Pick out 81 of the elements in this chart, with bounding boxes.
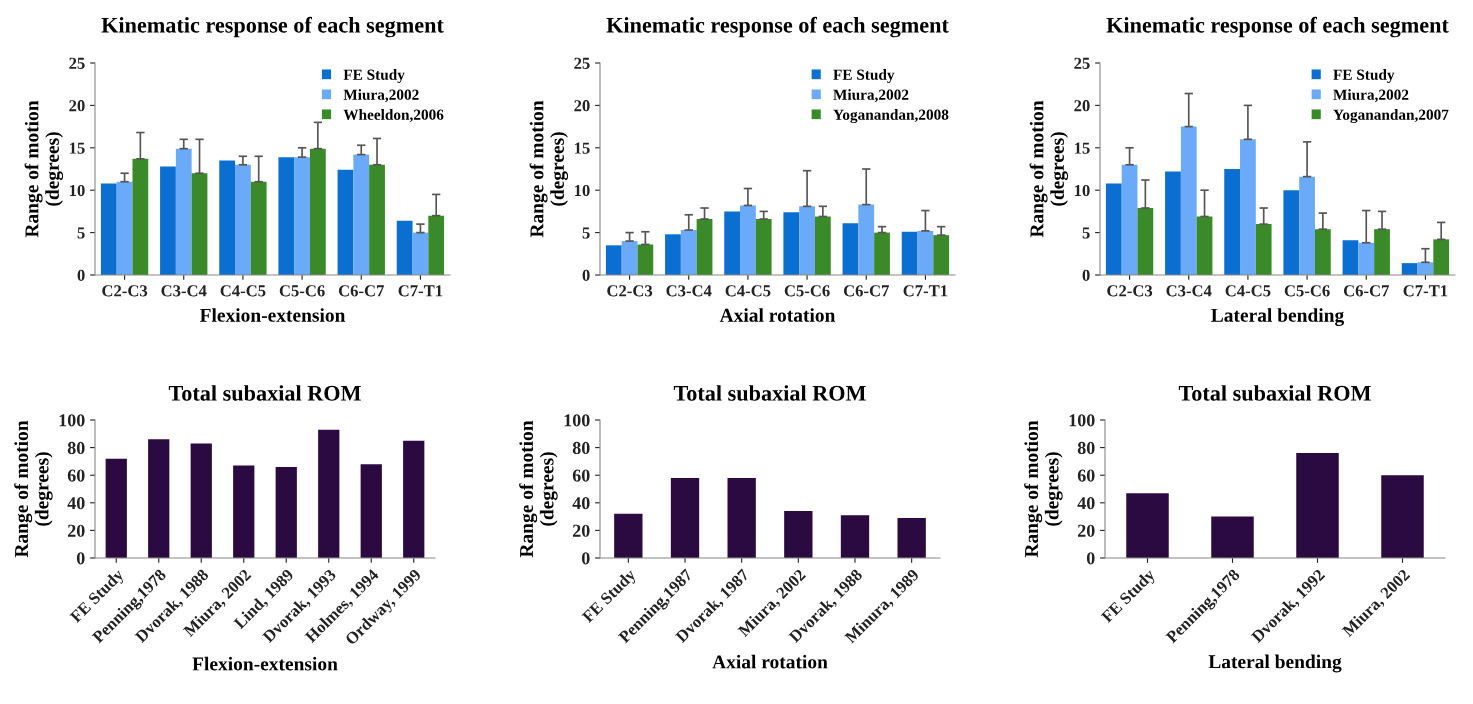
y-axis-title: Range of motion (degrees) <box>519 420 558 558</box>
y-axis-title: Range of motion (degrees) <box>14 420 53 558</box>
x-tick-label: C5-C6 <box>1284 285 1330 297</box>
x-tick-label: C5-C6 <box>279 285 325 297</box>
y-tick-label: 20 <box>69 100 85 112</box>
chart-title: Kinematic response of each segment <box>101 16 444 38</box>
y-tick-label: 0 <box>581 552 590 565</box>
y-tick-label: 0 <box>76 552 85 565</box>
y-tick-label: 80 <box>572 441 590 455</box>
y-tick-label: 80 <box>1077 441 1095 455</box>
x-tick-label: C4-C5 <box>1225 285 1271 297</box>
legend-label: FE Study <box>833 69 895 84</box>
x-tick-label: C3-C4 <box>161 285 207 297</box>
y-axis-title: Range of motion (degrees) <box>1029 100 1069 238</box>
y-tick-label: 80 <box>67 441 85 455</box>
y-tick-label: 10 <box>574 184 590 197</box>
x-tick-label: C3-C4 <box>1166 285 1212 297</box>
legend-label: Yoganandan,2008 <box>833 109 949 124</box>
y-tick-label: 15 <box>574 142 590 154</box>
x-tick-label: C6-C7 <box>1343 285 1389 297</box>
y-tick-label: 25 <box>69 57 85 69</box>
x-tick-label: C7-T1 <box>398 285 443 297</box>
y-tick-label: 0 <box>1082 269 1090 281</box>
x-axis-title: Axial rotation <box>712 654 828 669</box>
legend-label: Miura,2002 <box>343 89 419 103</box>
x-tick-label: C4-C5 <box>725 285 771 297</box>
chart-title: Kinematic response of each segment <box>1106 16 1449 38</box>
x-tick-label: C7-T1 <box>1403 285 1448 297</box>
y-tick-label: 5 <box>1082 227 1090 239</box>
y-axis-title: Range of motion (degrees) <box>1024 420 1063 558</box>
y-tick-label: 5 <box>582 227 590 239</box>
x-tick-label: C2-C3 <box>607 285 653 297</box>
x-tick-label: C6-C7 <box>338 285 384 297</box>
chart-title: Total subaxial ROM <box>168 385 361 401</box>
x-axis-title: Lateral bending <box>1208 654 1342 673</box>
y-tick-label: 40 <box>572 497 590 510</box>
y-tick-label: 10 <box>69 184 85 197</box>
y-axis-title: Range of motion (degrees) <box>24 100 64 238</box>
y-tick-label: 10 <box>1074 184 1090 197</box>
y-tick-label: 40 <box>67 497 85 510</box>
y-tick-label: 15 <box>69 142 85 154</box>
legend-label: Yoganandan,2007 <box>1333 109 1449 124</box>
y-tick-label: 20 <box>1074 100 1090 112</box>
x-tick-label: C2-C3 <box>102 285 148 297</box>
y-tick-label: 40 <box>1077 497 1095 510</box>
chart-title: Total subaxial ROM <box>673 385 866 401</box>
y-tick-label: 100 <box>564 414 590 427</box>
y-axis-title: Range of motion (degrees) <box>529 100 569 238</box>
y-tick-label: 5 <box>77 227 85 239</box>
x-axis-title: Flexion-extension <box>199 308 346 322</box>
legend-label: FE Study <box>343 69 405 84</box>
x-tick-label: C2-C3 <box>1107 285 1153 297</box>
x-axis-title: Flexion-extension <box>192 656 338 671</box>
x-axis-title: Axial rotation <box>719 308 836 322</box>
y-tick-label: 25 <box>1074 57 1090 69</box>
y-tick-label: 20 <box>67 524 85 537</box>
y-tick-label: 20 <box>1077 524 1095 537</box>
x-axis-title: Lateral bending <box>1211 308 1345 326</box>
y-tick-label: 20 <box>574 100 590 112</box>
y-tick-label: 20 <box>572 524 590 537</box>
chart-title: Total subaxial ROM <box>1178 385 1371 401</box>
x-tick-label: C5-C6 <box>784 285 830 297</box>
chart-title: Kinematic response of each segment <box>606 16 949 38</box>
y-tick-label: 100 <box>59 414 85 427</box>
y-tick-label: 0 <box>1086 552 1095 565</box>
legend-label: FE Study <box>1333 69 1395 84</box>
y-tick-label: 0 <box>582 269 590 281</box>
x-tick-label: C6-C7 <box>843 285 889 297</box>
legend-label: Wheeldon,2006 <box>343 109 444 123</box>
y-tick-label: 60 <box>572 469 590 482</box>
legend-label: Miura,2002 <box>833 89 909 103</box>
legend-label: Miura,2002 <box>1333 89 1409 103</box>
x-tick-label: C4-C5 <box>220 285 266 297</box>
y-tick-label: 15 <box>1074 142 1090 154</box>
y-tick-label: 60 <box>1077 469 1095 482</box>
x-tick-label: C7-T1 <box>903 285 948 297</box>
y-tick-label: 0 <box>77 269 85 281</box>
y-tick-label: 25 <box>574 57 590 69</box>
x-tick-label: C3-C4 <box>666 285 712 297</box>
y-tick-label: 100 <box>1069 414 1095 427</box>
y-tick-label: 60 <box>67 469 85 482</box>
